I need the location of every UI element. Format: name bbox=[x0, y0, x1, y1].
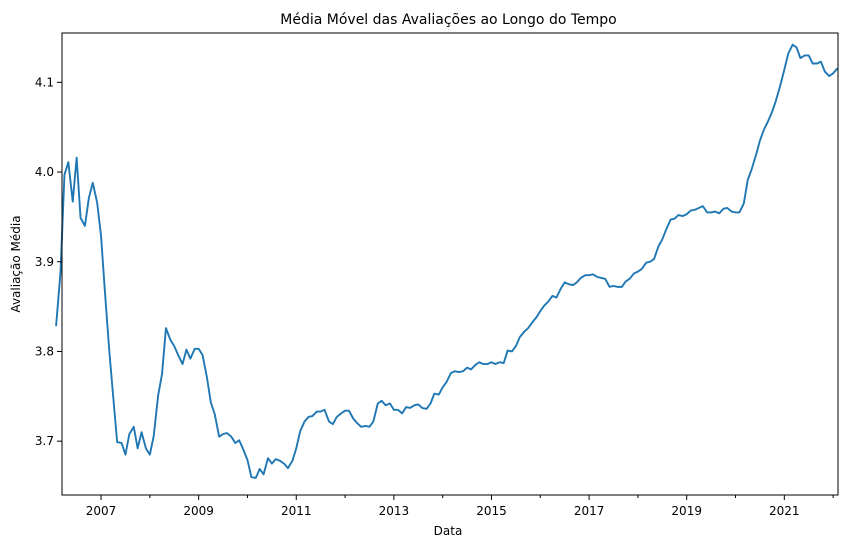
y-tick-label: 4.1 bbox=[35, 75, 54, 89]
chart-title: Média Móvel das Avaliações ao Longo do T… bbox=[280, 12, 616, 28]
y-axis-label: Avaliação Média bbox=[9, 215, 23, 312]
x-tick-label: 2015 bbox=[476, 504, 507, 518]
x-tick-label: 2019 bbox=[671, 504, 702, 518]
x-tick-label: 2013 bbox=[379, 504, 410, 518]
y-tick-label: 3.8 bbox=[35, 344, 54, 358]
x-tick-label: 2007 bbox=[86, 504, 117, 518]
x-tick-label: 2017 bbox=[574, 504, 605, 518]
x-axis-label: Data bbox=[434, 524, 463, 538]
y-axis-ticks: 3.7 3.8 3.9 4.0 4.1 bbox=[35, 75, 62, 448]
x-tick-label: 2011 bbox=[281, 504, 312, 518]
x-axis-ticks: 2007 2009 2011 2013 2015 2017 2019 2021 bbox=[86, 495, 834, 518]
y-tick-label: 4.0 bbox=[35, 165, 54, 179]
x-tick-label: 2009 bbox=[183, 504, 214, 518]
y-tick-label: 3.9 bbox=[35, 255, 54, 269]
series-line bbox=[55, 43, 838, 479]
x-tick-label: 2021 bbox=[769, 504, 800, 518]
y-tick-label: 3.7 bbox=[35, 434, 54, 448]
plot-frame bbox=[61, 32, 839, 496]
